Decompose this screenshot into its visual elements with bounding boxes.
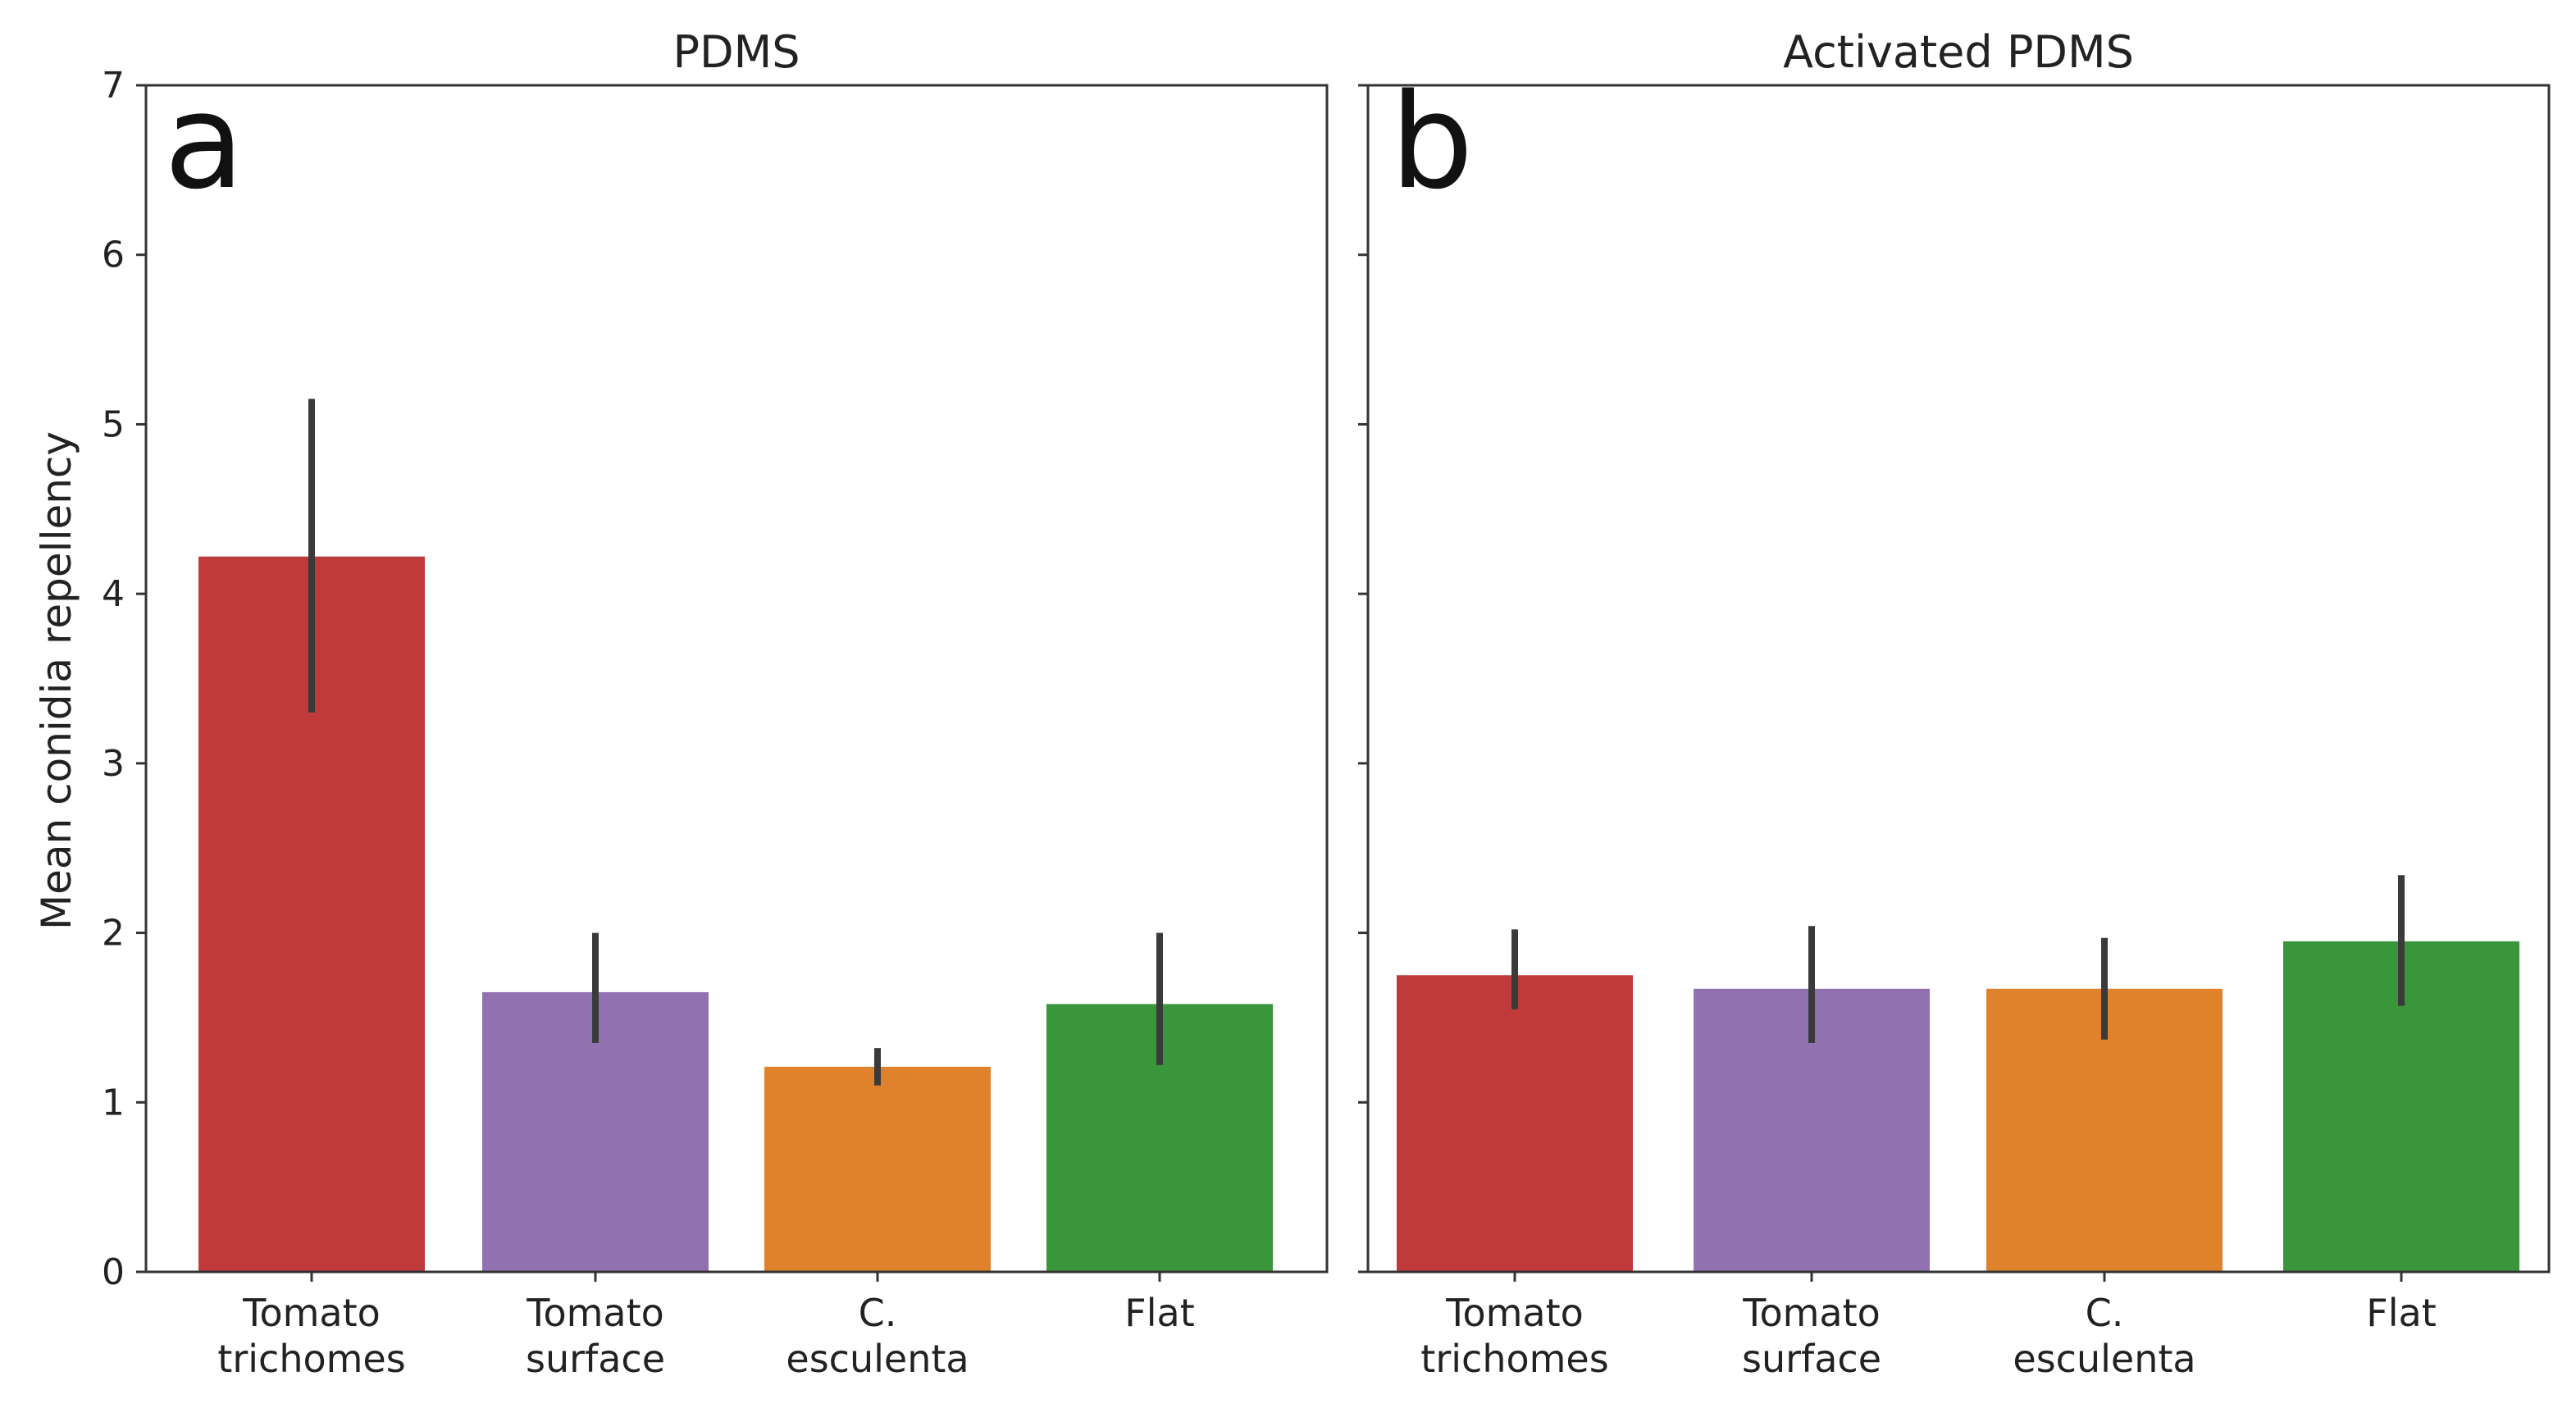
y-tick-label: 3 [102,743,125,785]
panel-b: TomatotrichomesTomatosurfaceC.esculentaF… [1358,26,2551,1381]
y-tick-label: 7 [102,65,125,107]
y-axis-title: Mean conidia repellency [33,431,80,930]
plot-frame [144,84,1329,1274]
x-tick-label: Tomato [1742,1291,1881,1335]
y-tick-label: 6 [102,235,125,276]
x-tick-label: Tomato [526,1291,664,1335]
bar-1 [1397,975,1633,1272]
panel-letter: a [164,65,244,218]
x-tick-label-line2: esculenta [786,1337,969,1381]
panel-a: 01234567TomatotrichomesTomatosurfaceC.es… [102,26,1329,1381]
y-tick-label: 0 [102,1251,125,1293]
panel-letter: b [1390,65,1474,218]
x-tick-label: Flat [2366,1291,2436,1335]
x-tick-label: Tomato [242,1291,381,1335]
x-tick-label: C. [859,1291,897,1335]
x-tick-label: Flat [1124,1291,1194,1335]
x-tick-label-line2: trichomes [217,1337,405,1381]
plot-frame [1366,84,2551,1274]
y-tick-label: 5 [102,403,125,445]
panel-title: Activated PDMS [1783,26,2134,78]
x-tick-label-line2: trichomes [1420,1337,1608,1381]
y-tick-label: 1 [102,1082,125,1123]
x-tick-label-line2: surface [526,1337,665,1381]
x-tick-label: Tomato [1445,1291,1584,1335]
bar-3 [764,1066,991,1272]
x-tick-label: C. [2086,1291,2124,1335]
y-tick-label: 2 [102,913,125,955]
x-tick-label-line2: surface [1742,1337,1881,1381]
panel-title: PDMS [672,26,800,78]
y-tick-label: 4 [102,573,125,615]
x-tick-label-line2: esculenta [2013,1337,2195,1381]
